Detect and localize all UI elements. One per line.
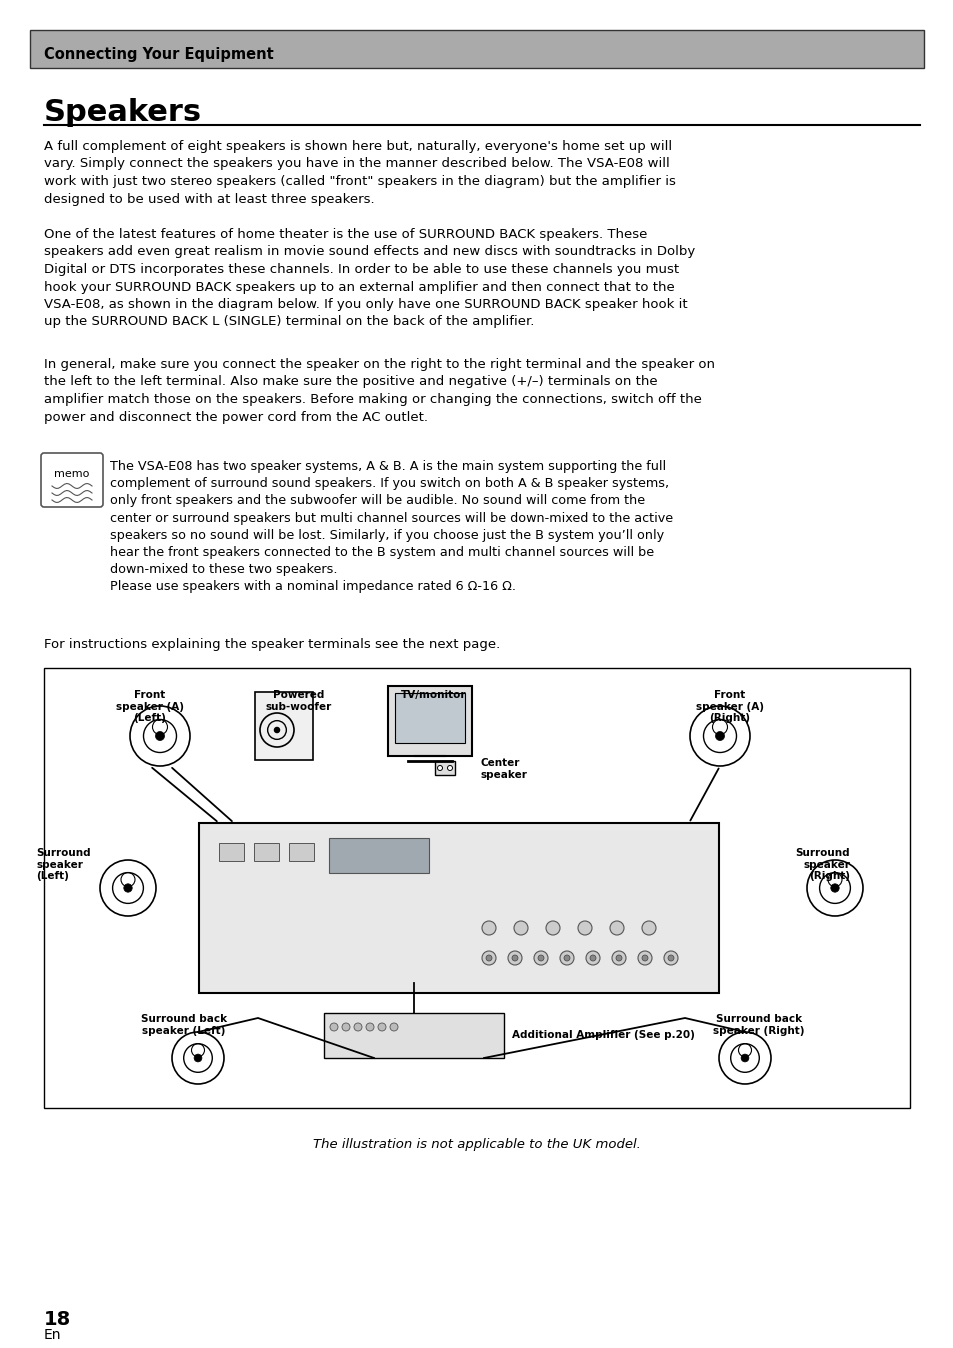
Circle shape: [667, 954, 673, 961]
Text: For instructions explaining the speaker terminals see the next page.: For instructions explaining the speaker …: [44, 638, 499, 651]
Text: In general, make sure you connect the speaker on the right to the right terminal: In general, make sure you connect the sp…: [44, 359, 714, 423]
Circle shape: [609, 921, 623, 936]
Bar: [324, 1012, 503, 1058]
Circle shape: [534, 950, 547, 965]
Circle shape: [616, 954, 621, 961]
FancyBboxPatch shape: [41, 453, 103, 507]
Circle shape: [485, 954, 492, 961]
Bar: [395, 693, 464, 743]
Text: memo: memo: [54, 469, 90, 479]
Bar: [253, 842, 278, 861]
Circle shape: [830, 884, 839, 892]
Circle shape: [578, 921, 592, 936]
Text: Connecting Your Equipment: Connecting Your Equipment: [44, 46, 274, 62]
FancyBboxPatch shape: [30, 30, 923, 67]
Bar: [219, 842, 244, 861]
Text: A full complement of eight speakers is shown here but, naturally, everyone's hom: A full complement of eight speakers is s…: [44, 140, 675, 205]
Circle shape: [366, 1023, 374, 1031]
Text: Surround back
speaker (Left): Surround back speaker (Left): [141, 1015, 227, 1037]
Text: En: En: [44, 1328, 61, 1343]
Text: Powered
sub-woofer: Powered sub-woofer: [266, 690, 332, 712]
Text: Speakers: Speakers: [44, 98, 202, 127]
Text: 18: 18: [44, 1310, 71, 1329]
Text: Front
speaker (A)
(Left): Front speaker (A) (Left): [116, 690, 184, 723]
Circle shape: [354, 1023, 361, 1031]
Text: One of the latest features of home theater is the use of SURROUND BACK speakers.: One of the latest features of home theat…: [44, 228, 695, 329]
Circle shape: [507, 950, 521, 965]
Bar: [435, 762, 455, 775]
Circle shape: [124, 884, 132, 892]
Circle shape: [390, 1023, 397, 1031]
Circle shape: [274, 728, 279, 732]
Circle shape: [481, 921, 496, 936]
Text: Front
speaker (A)
(Right): Front speaker (A) (Right): [696, 690, 763, 723]
Text: Center
speaker: Center speaker: [480, 758, 527, 779]
Text: TV/monitor: TV/monitor: [401, 690, 466, 700]
Circle shape: [740, 1054, 748, 1062]
Text: Surround back
speaker (Right): Surround back speaker (Right): [713, 1015, 804, 1037]
Bar: [254, 692, 313, 760]
Circle shape: [612, 950, 625, 965]
Bar: [329, 838, 429, 874]
Circle shape: [193, 1054, 202, 1062]
Circle shape: [155, 732, 164, 740]
Circle shape: [638, 950, 651, 965]
Text: The illustration is not applicable to the UK model.: The illustration is not applicable to th…: [313, 1138, 640, 1151]
Bar: [199, 824, 719, 993]
Circle shape: [715, 732, 723, 740]
Circle shape: [589, 954, 596, 961]
Bar: [388, 686, 472, 756]
Bar: [44, 669, 909, 1108]
Circle shape: [330, 1023, 337, 1031]
Circle shape: [537, 954, 543, 961]
Circle shape: [559, 950, 574, 965]
Circle shape: [514, 921, 527, 936]
Circle shape: [545, 921, 559, 936]
Circle shape: [585, 950, 599, 965]
Circle shape: [377, 1023, 386, 1031]
Circle shape: [512, 954, 517, 961]
Circle shape: [663, 950, 678, 965]
Bar: [289, 842, 314, 861]
Circle shape: [341, 1023, 350, 1031]
Circle shape: [641, 954, 647, 961]
Circle shape: [641, 921, 656, 936]
Circle shape: [481, 950, 496, 965]
Text: Surround
speaker
(Left): Surround speaker (Left): [36, 848, 91, 882]
Text: Additional Amplifier (See p.20): Additional Amplifier (See p.20): [512, 1030, 694, 1041]
Circle shape: [437, 766, 442, 771]
Circle shape: [447, 766, 452, 771]
Text: The VSA-E08 has two speaker systems, A & B. A is the main system supporting the : The VSA-E08 has two speaker systems, A &…: [110, 460, 673, 593]
Circle shape: [563, 954, 569, 961]
Text: Surround
speaker
(Right): Surround speaker (Right): [795, 848, 849, 882]
